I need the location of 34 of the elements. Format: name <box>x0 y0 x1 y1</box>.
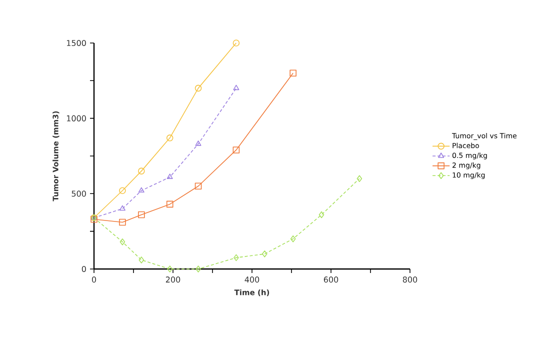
x-tick-label: 200 <box>166 276 180 283</box>
point <box>138 187 144 193</box>
y-tick-label: 1500 <box>66 40 86 46</box>
x-tick-label: 800 <box>402 276 418 283</box>
point <box>138 168 145 174</box>
point <box>119 205 126 211</box>
point <box>194 182 202 190</box>
point <box>234 254 239 262</box>
point <box>120 238 126 246</box>
x-tick-label: 0 <box>92 276 96 283</box>
point <box>138 211 145 218</box>
point <box>167 266 172 272</box>
point <box>290 70 296 77</box>
point <box>232 40 240 46</box>
y-tick-label: 500 <box>72 190 86 197</box>
y-tick-label: 0 <box>82 266 86 272</box>
point <box>196 266 201 272</box>
point <box>119 187 126 194</box>
point <box>166 134 174 142</box>
point <box>233 84 240 90</box>
point <box>318 211 324 218</box>
point <box>166 174 173 179</box>
point <box>262 250 268 258</box>
point <box>356 175 362 182</box>
y-tick-label: 1000 <box>66 115 86 122</box>
point <box>232 146 240 154</box>
x-tick-label: 400 <box>244 276 260 283</box>
point <box>138 256 144 264</box>
point <box>195 140 202 146</box>
point <box>194 84 202 92</box>
point <box>290 235 296 242</box>
point <box>119 218 126 226</box>
x-tick-label: 600 <box>324 276 338 283</box>
point <box>166 200 174 208</box>
